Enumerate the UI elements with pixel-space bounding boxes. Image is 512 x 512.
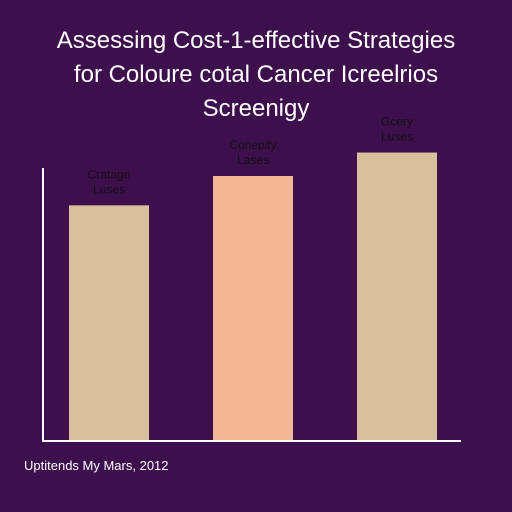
footer-note: Uptitends My Mars, 2012 (24, 458, 169, 473)
bar-1 (69, 205, 149, 440)
bar-label-2: Conepity Lases (229, 138, 276, 167)
bar-3 (357, 152, 437, 441)
bar-2 (213, 176, 293, 440)
chart-title: Assessing Cost-1-effective Strategies fo… (56, 27, 456, 122)
bar-label-3: Gcery Luses (381, 115, 413, 144)
bar-label-1: Cratage Luses (88, 167, 131, 196)
bar-labels-layer: Cratage Luses Conepity Lases Gcery Luses (88, 115, 413, 197)
bars-layer (69, 152, 437, 441)
